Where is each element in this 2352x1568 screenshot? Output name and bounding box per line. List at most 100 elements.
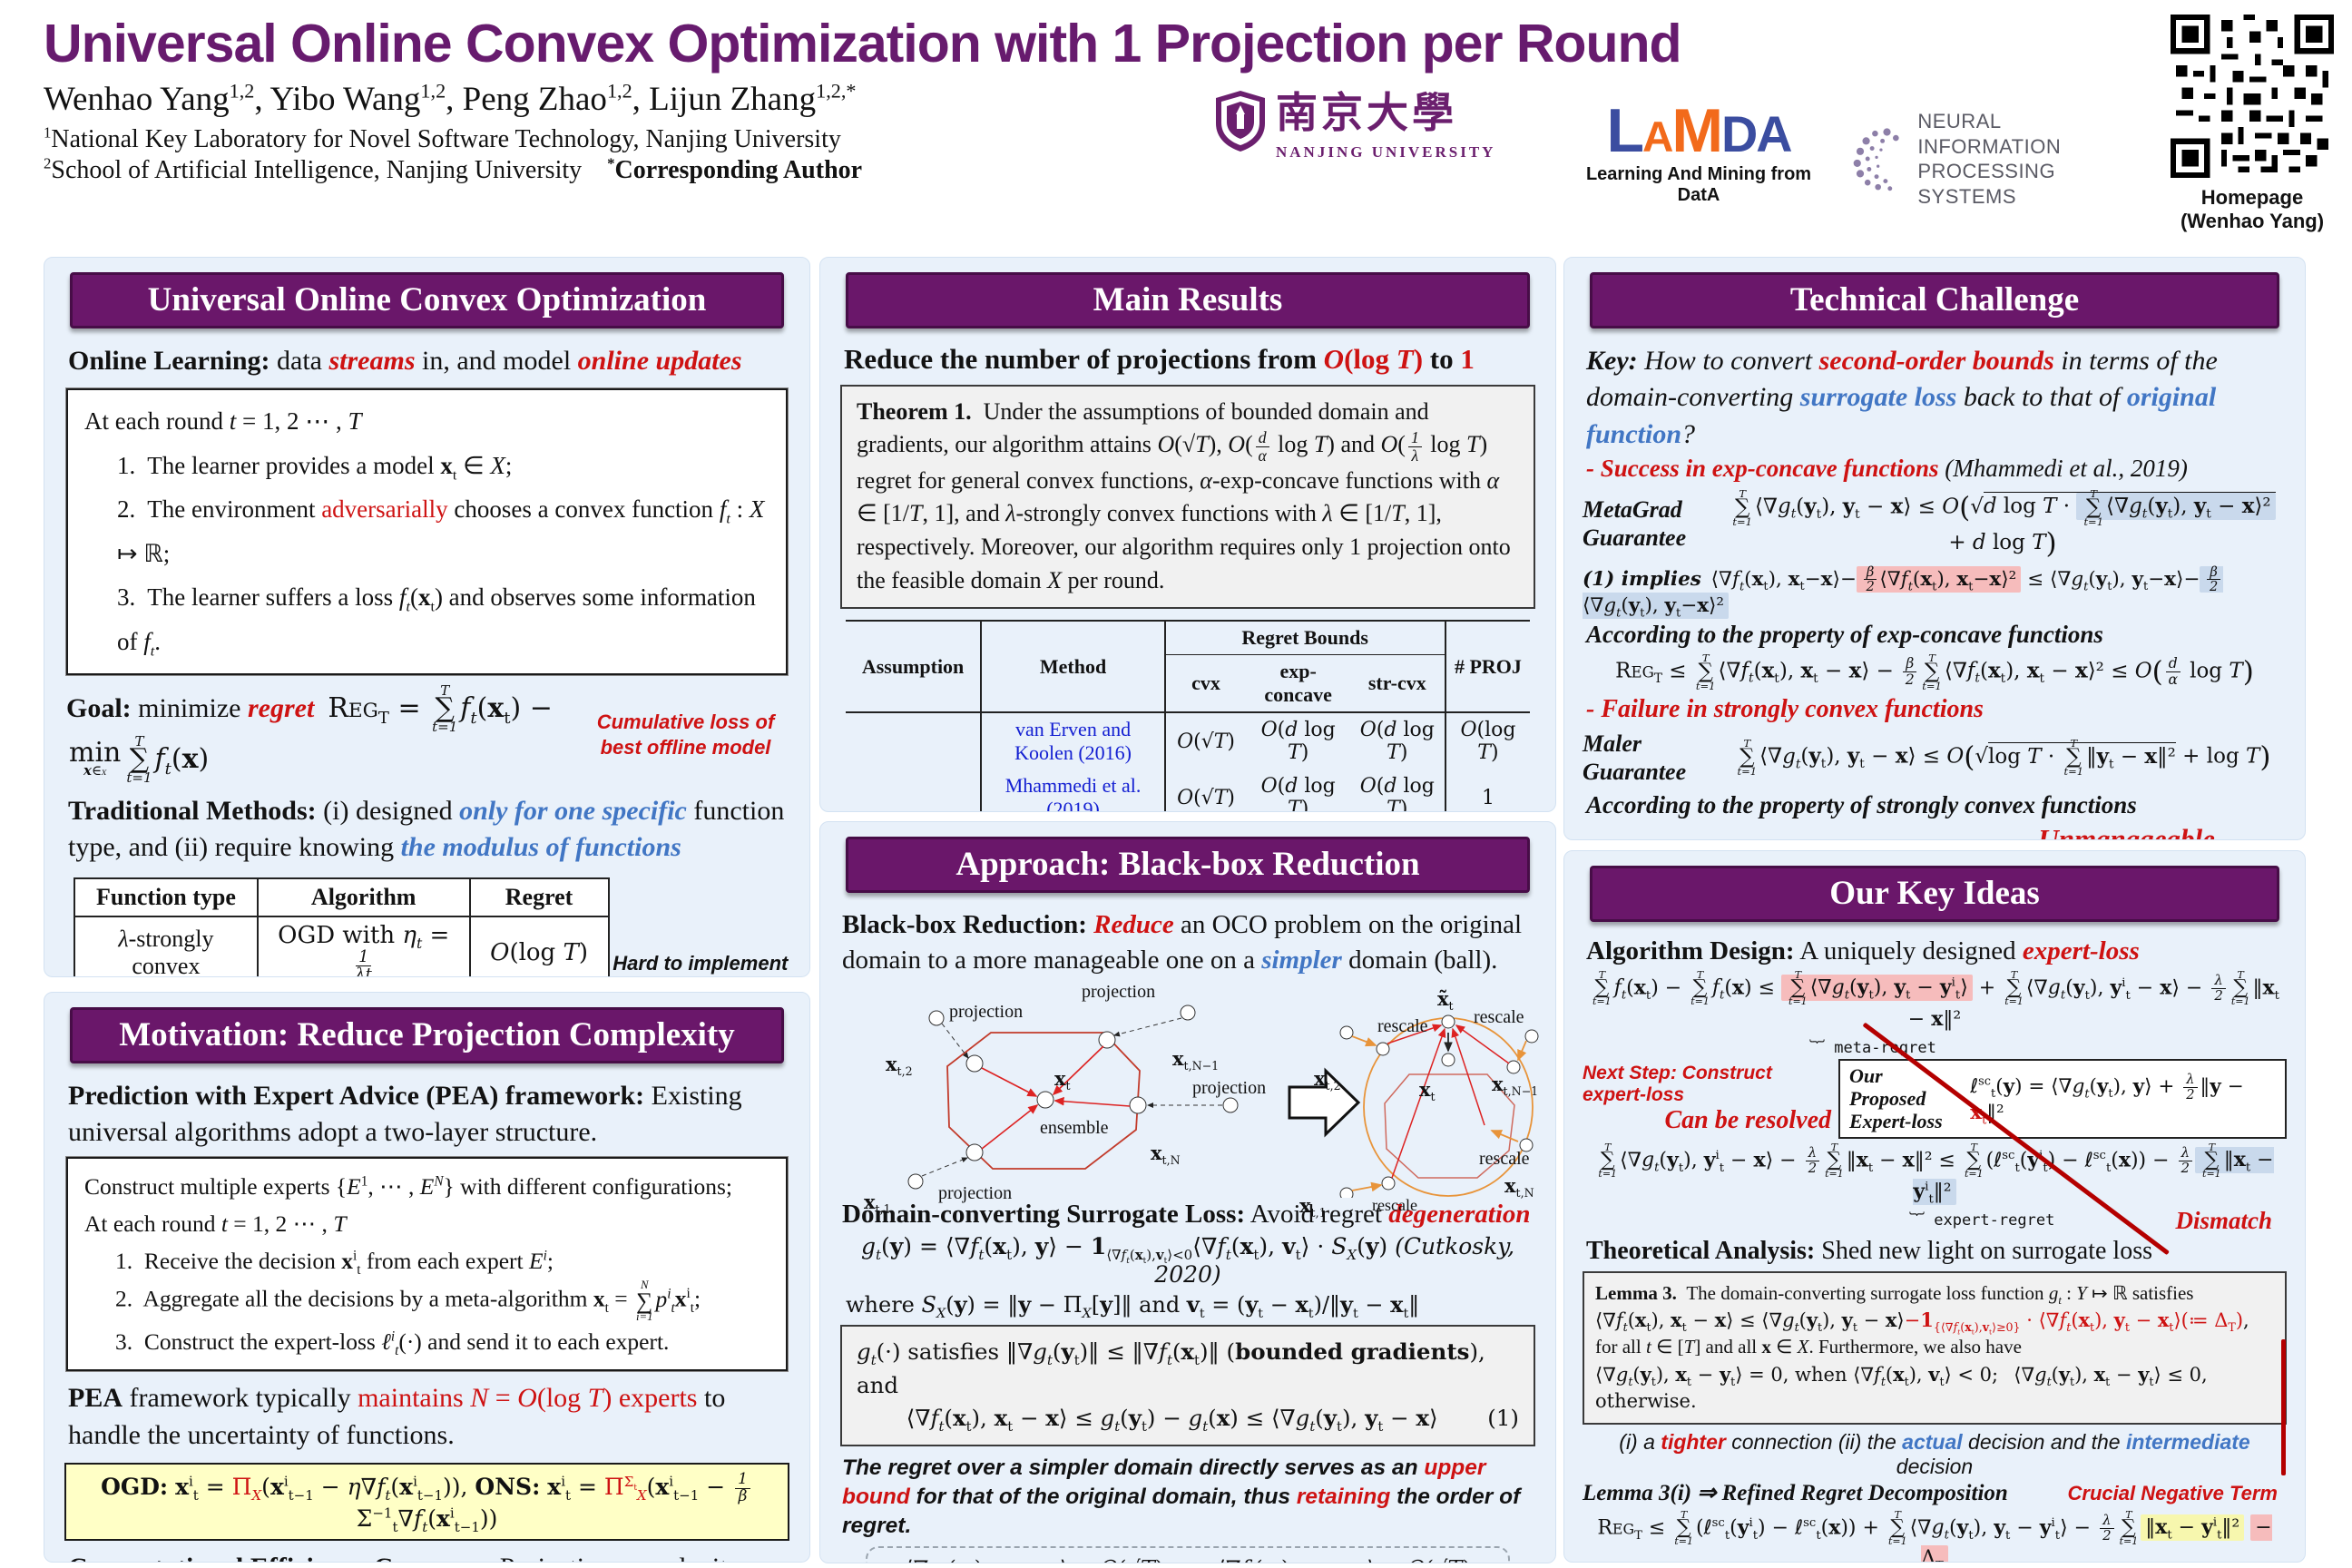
ft-cell: O(log T) (468, 915, 610, 976)
ft-cell: λ-strongly convex (74, 915, 259, 976)
proj-cell: O(log T) (1444, 712, 1531, 770)
surrogate-loss-formula: gt(y) = ⟨∇ft(xt), y⟩ − 1⟨∇ft(xt),vt⟩<0⟨∇… (860, 1232, 1515, 1288)
lemma3-line: ⟨∇gt(yt), xt − yt⟩ = 0, when ⟨∇ft(xt), v… (1595, 1362, 2208, 1413)
lamda-letters: LAMDA (1572, 100, 1826, 162)
neurips-line1: NEURAL INFORMATION (1917, 110, 2062, 158)
bound-cell: O(d log T) (1359, 719, 1435, 765)
lamda-letter: D (1721, 106, 1758, 162)
exp-concave-property-line: According to the property of exp-concave… (1586, 620, 2103, 648)
qr-code-icon (2171, 15, 2334, 178)
results-table: Assumption Method Regret Bounds # PROJ c… (845, 620, 1531, 812)
results-subheader: cvx (1163, 654, 1247, 714)
results-subheader: str-cvx (1349, 654, 1446, 714)
diagram-label-xt: xt (1054, 1066, 1071, 1093)
panel-main-results-title: Main Results (846, 272, 1530, 328)
retaining-note: The regret over a simpler domain directl… (842, 1455, 1521, 1538)
pea-step: 2. Aggregate all the decisions by a meta… (115, 1279, 701, 1323)
theorem-1-box: Theorem 1. Under the assumptions of boun… (840, 384, 1535, 610)
panel-main-results: Main Results Reduce the number of projec… (819, 257, 1556, 812)
nanjing-university-logo: 南京大學 NANJING UNIVERSITY (1214, 80, 1523, 162)
diagram-label-xtN: xt,N (1151, 1141, 1181, 1167)
expert-loss-formula: ℓsct(y) = ⟨∇gt(yt), y⟩ + λ 2 ‖y − xt‖² (1970, 1072, 2244, 1128)
panel-motivation-title: Motivation: Reduce Projection Complexity (70, 1007, 784, 1063)
method-cell: van Erven and Koolen (2016) (980, 712, 1165, 770)
reduction-diagram-graphic (907, 1004, 1539, 1201)
diagram-label-xtN1: xt,N−1 (1492, 1072, 1539, 1098)
panel-key-ideas: Our Key Ideas Algorithm Design: A unique… (1563, 850, 2306, 1563)
ft-col-header: Algorithm (256, 877, 471, 917)
table-row: λ-strongly convex OGD with ηt = 1 λt O(lo… (74, 915, 610, 976)
pea-framework-line: Prediction with Expert Advice (PEA) fram… (68, 1080, 742, 1148)
failure-line: - Failure in strongly convex functions (1586, 694, 1984, 723)
protocol-box: At each round t = 1, 2 ⋯ , T 1. The lear… (66, 388, 788, 675)
pea-step: 3. Construct the expert-loss ℓit(·) and … (115, 1328, 670, 1359)
proj-cell: 1 (1444, 769, 1531, 811)
theoretical-analysis-line: Theoretical Analysis: Shed new light on … (1586, 1236, 2153, 1265)
proposed-expert-loss-box: Our Proposed Expert-loss ℓsct(y) = ⟨∇gt(y… (1838, 1058, 2287, 1139)
panel-universal-oco-title: Universal Online Convex Optimization (70, 272, 784, 328)
lamda-subtitle: Learning And Mining from DatA (1585, 163, 1812, 205)
results-subheader: exp-concave (1246, 654, 1350, 714)
bound-cell: O(d log T) (1359, 775, 1435, 812)
neurips-logo: NEURAL INFORMATION PROCESSING SYSTEMS (1844, 109, 2116, 209)
nju-crest-icon (1216, 91, 1265, 152)
surrogate-loss-line: Domain-converting Surrogate Loss: Avoid … (842, 1199, 1531, 1229)
panel-approach: Approach: Black-box Reduction Black-box … (819, 821, 1556, 1563)
goal-line: Goal: minimize regret REGT = T ∑ t=1 ft(xt)… (66, 681, 553, 786)
panel-key-ideas-title: Our Key Ideas (1590, 866, 2279, 922)
ft-col-header: Function type (74, 877, 259, 917)
protocol-round: At each round t = 1, 2 ⋯ , T (84, 407, 362, 435)
expert-loss-row: Next Step: Construct expert-loss Can be … (1583, 1058, 2287, 1139)
results-headline: Reduce the number of projections from O(… (844, 342, 1475, 375)
proposed-label: Our Proposed Expert-loss (1849, 1063, 1943, 1133)
lamda-letter: A (1642, 113, 1673, 162)
ft-col-header: Regret (468, 877, 610, 917)
results-col-header: # PROJ (1444, 621, 1531, 713)
lemma3i-heading: Lemma 3(i) ⇒ Refined Regret Decompositio… (1583, 1480, 2008, 1505)
diagram-label-xt1: xt,1 (1299, 1193, 1327, 1220)
bound-cell: O(√T) (1163, 712, 1247, 770)
bound-cell: O(√T) (1163, 769, 1247, 811)
poster-title: Universal Online Convex Optimization wit… (44, 14, 1682, 74)
ft-cell: OGD with ηt = 1 λt (256, 915, 471, 976)
property-line-2: ⟨∇ft(xt), xt − x⟩ ≤ gt(yt) − gt(x) ≤ ⟨∇g… (906, 1405, 1438, 1436)
diagram-label-rescale: rescale (1479, 1148, 1530, 1169)
next-step-label: Next Step: Construct expert-loss (1583, 1062, 1772, 1105)
diagram-label-rescale: rescale (1474, 1006, 1524, 1027)
expert-regret-formula: T ∑ t=1 ⟨∇gt(yt), yit − x⟩ − λ 2 T ∑ t=1 ‖xt − x… (1598, 1141, 2274, 1207)
panel-technical-challenge-title: Technical Challenge (1590, 272, 2279, 328)
pea-box-line: Construct multiple experts {E1, ⋯ , EN} … (84, 1172, 732, 1200)
diagram-label-rescale: rescale (1377, 1015, 1428, 1036)
crucial-negative-term-label: Crucial Negative Term (2067, 1481, 2278, 1504)
metagrad-formula: T ∑ t=1 ⟨∇gt(yt), yt − x⟩ ≤ O(√d log T · T ∑… (1719, 488, 2287, 560)
authors-line: Wenhao Yang1,2, Yibo Wang1,2, Peng Zhao1… (44, 79, 857, 118)
lemma3-line: for all t ∈ [T] and all x ∈ X. Furthermo… (1595, 1336, 2022, 1358)
homepage-qr: Homepage (Wenhao Yang) (2163, 15, 2341, 233)
pea-box: Construct multiple experts {E1, ⋯ , EN} … (66, 1156, 788, 1372)
diagram-label-xtilde: x̃t (1437, 986, 1454, 1013)
metagrad-guarantee-row: MetaGrad Guarantee T ∑ t=1 ⟨∇gt(yt), yt − x⟩… (1583, 488, 2287, 560)
results-col-header: Assumption (861, 654, 965, 678)
neurips-line2: PROCESSING SYSTEMS (1917, 160, 2056, 208)
traditional-methods-line: Traditional Methods: (i) designed only f… (68, 795, 785, 863)
results-col-header: Regret Bounds (1163, 621, 1446, 656)
pea-step: 1. Receive the decision xit from each ex… (115, 1248, 554, 1279)
can-be-resolved-label: Can be resolved (1664, 1105, 1831, 1134)
implies-line: (1) implies ⟨∇ft(xt), xt−x⟩− β 2 ⟨∇ft(xt), … (1583, 565, 2287, 619)
affiliation-2: 2School of Artificial Intelligence, Nanj… (44, 154, 863, 184)
tighter-connection-line: (i) a tighter connection (ii) the actual… (1619, 1429, 2250, 1478)
lamda-logo: LAMDA Learning And Mining from DatA (1572, 100, 1826, 206)
panel-universal-oco: Universal Online Convex Optimization Onl… (44, 257, 810, 977)
lamda-letter: L (1606, 96, 1644, 165)
bound-cell: O(d log T) (1260, 775, 1336, 812)
reduction-diagram: projection projection projection project… (838, 980, 1539, 1219)
pea-note-line: PEA framework typically maintains N = O(… (68, 1383, 726, 1450)
lamda-letter: M (1671, 96, 1723, 165)
table-row: Mhammedi et al. (2019) O(√T) O(d log T) … (846, 769, 1531, 812)
strongly-convex-property-line: According to the property of strongly co… (1586, 791, 2137, 819)
lamda-letter: A (1756, 106, 1792, 162)
results-col-header: Method (980, 621, 1165, 713)
nju-english-name: NANJING UNIVERSITY (1276, 143, 1496, 161)
diagram-label-xt1: xt,1 (864, 1190, 891, 1216)
